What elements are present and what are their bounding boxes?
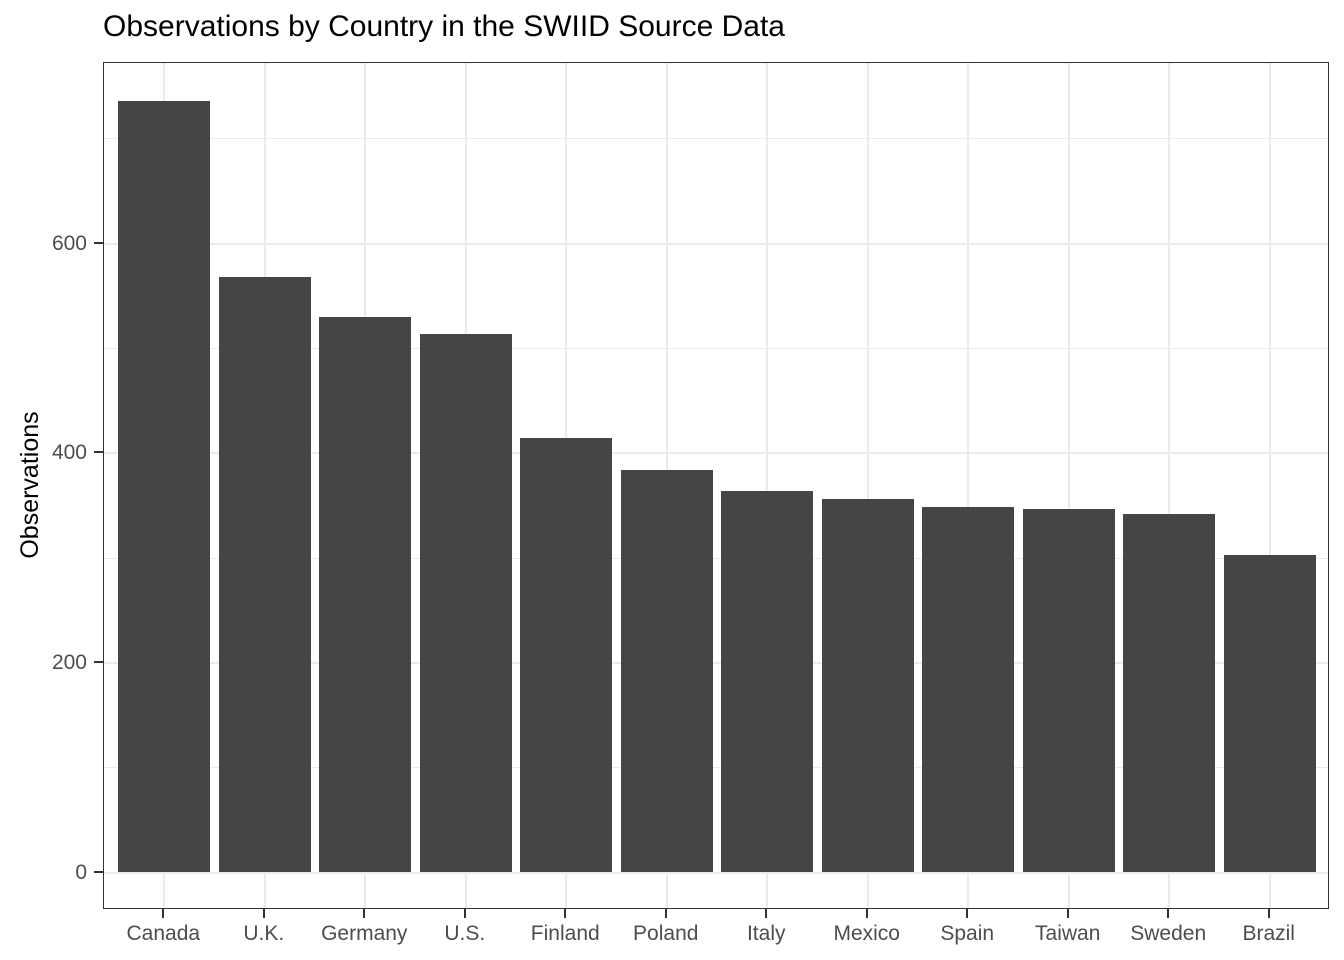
gridline-minor-y700 xyxy=(104,138,1328,140)
gridline-minor-y500 xyxy=(104,348,1328,349)
bar-taiwan xyxy=(1022,508,1115,873)
bar-finland xyxy=(520,437,613,873)
y-tick-400 xyxy=(94,451,103,454)
gridline-minor-y100 xyxy=(104,767,1328,769)
gridline-x-italy xyxy=(766,63,769,908)
y-tick-200 xyxy=(94,660,103,663)
x-tick-label-poland: Poland xyxy=(633,922,699,945)
bar-us xyxy=(419,333,512,873)
x-tick-sweden xyxy=(1167,909,1170,918)
plot-panel xyxy=(103,62,1329,909)
x-tick-label-mexico: Mexico xyxy=(833,922,900,945)
x-tick-us xyxy=(463,909,466,918)
x-tick-label-taiwan: Taiwan xyxy=(1035,922,1101,945)
x-tick-label-brazil: Brazil xyxy=(1242,922,1295,945)
bar-poland xyxy=(620,470,713,873)
x-tick-label-italy: Italy xyxy=(746,922,786,945)
x-tick-poland xyxy=(664,909,667,918)
y-tick-label-200: 200 xyxy=(51,650,87,674)
y-axis-title: Observations xyxy=(16,411,44,559)
y-tick-0 xyxy=(94,870,103,873)
bar-sweden xyxy=(1123,514,1216,873)
x-tick-italy xyxy=(765,909,768,918)
gridline-x-taiwan xyxy=(1067,63,1070,908)
bar-canada xyxy=(118,101,211,873)
x-tick-germany xyxy=(363,909,366,918)
chart-title: Observations by Country in the SWIID Sou… xyxy=(103,10,785,43)
y-tick-600 xyxy=(94,241,103,244)
gridline-minor-y300 xyxy=(104,557,1328,559)
x-tick-uk xyxy=(262,909,265,918)
x-tick-label-germany: Germany xyxy=(321,922,408,945)
y-tick-label-400: 400 xyxy=(51,441,87,465)
x-tick-canada xyxy=(162,909,165,918)
bar-brazil xyxy=(1223,554,1316,873)
gridline-x-brazil xyxy=(1268,63,1271,908)
x-tick-label-canada: Canada xyxy=(126,922,201,945)
bar-italy xyxy=(721,491,814,873)
y-tick-label-0: 0 xyxy=(75,860,87,884)
bar-spain xyxy=(922,506,1015,873)
x-tick-spain xyxy=(966,909,969,918)
x-tick-label-spain: Spain xyxy=(940,922,995,945)
gridline-x-mexico xyxy=(866,63,869,908)
gridline-x-spain xyxy=(967,63,970,908)
gridline-major-y200 xyxy=(104,661,1328,664)
gridline-major-y600 xyxy=(104,242,1328,245)
bar-uk xyxy=(218,277,311,873)
gridline-major-y400 xyxy=(104,452,1328,455)
x-tick-label-us: U.S. xyxy=(444,922,486,945)
y-tick-label-600: 600 xyxy=(51,231,87,255)
x-tick-taiwan xyxy=(1066,909,1069,918)
x-tick-brazil xyxy=(1267,909,1270,918)
x-tick-finland xyxy=(564,909,567,918)
bar-mexico xyxy=(821,499,914,873)
bar-germany xyxy=(319,317,412,873)
gridline-x-sweden xyxy=(1168,63,1171,908)
gridline-major-y0 xyxy=(104,871,1328,874)
x-tick-label-finland: Finland xyxy=(530,922,600,945)
x-tick-label-uk: U.K. xyxy=(243,922,285,945)
x-tick-label-sweden: Sweden xyxy=(1130,922,1207,945)
x-tick-mexico xyxy=(865,909,868,918)
